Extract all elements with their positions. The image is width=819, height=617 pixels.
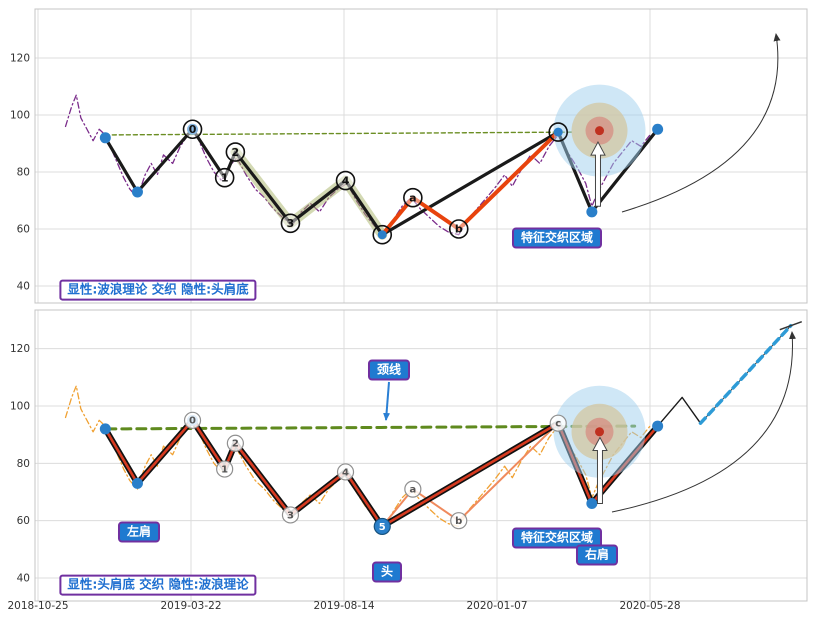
target-bullseye bbox=[595, 126, 605, 136]
wave-label-text: 1 bbox=[221, 171, 229, 184]
wave-label-ring bbox=[404, 480, 422, 498]
pivot-dot bbox=[652, 123, 664, 135]
top-feature-zone-label: 特征交织区域 bbox=[511, 227, 603, 249]
wave-label-ring bbox=[183, 411, 202, 429]
pivot-dot bbox=[187, 123, 199, 135]
pivot-dot bbox=[131, 186, 143, 198]
left-shoulder-label: 左肩 bbox=[117, 521, 161, 543]
wave-label-text: a bbox=[409, 191, 416, 204]
wave-label-ring bbox=[214, 167, 235, 188]
projection-curve-arrow bbox=[621, 33, 781, 213]
wave-label-text: 2 bbox=[232, 439, 239, 450]
pivot-dot bbox=[586, 206, 598, 218]
head-label: 头 bbox=[371, 561, 403, 583]
pivot-dot bbox=[586, 497, 598, 509]
wave-label-text: 4 bbox=[342, 174, 350, 187]
wave-label-ring bbox=[281, 506, 300, 524]
wave-label-text: 4 bbox=[342, 467, 349, 478]
target-projection-dashed bbox=[698, 323, 793, 425]
bottom-panel-caption: 显性:头肩底 交织 隐性:波浪理论 bbox=[59, 574, 257, 596]
wave-label-ring bbox=[335, 170, 356, 191]
wave-label-text: 0 bbox=[189, 123, 197, 136]
target-cap-tick bbox=[779, 321, 803, 331]
x-tick-label: 2020-01-07 bbox=[466, 600, 527, 612]
neckline-pointer-arrow bbox=[383, 381, 391, 421]
post-breakout-line bbox=[656, 396, 702, 427]
wave-pivot-dot bbox=[553, 127, 563, 137]
wave-label-ring bbox=[372, 224, 393, 245]
wave-label-text: 3 bbox=[287, 217, 295, 230]
y-tick-label: 80 bbox=[17, 167, 30, 179]
y-tick-label: 100 bbox=[10, 110, 30, 122]
panel-border bbox=[34, 309, 808, 602]
y-tick-label: 120 bbox=[10, 343, 30, 355]
neckline-label: 颈线 bbox=[367, 359, 411, 381]
wave-pivot-dot bbox=[377, 230, 387, 240]
target-bullseye bbox=[595, 427, 605, 437]
pivot-dot bbox=[131, 477, 143, 489]
wave-label-ring bbox=[549, 414, 567, 432]
wave-label-ring bbox=[373, 517, 391, 536]
wave-label-text: b bbox=[455, 223, 463, 236]
price-line bbox=[64, 385, 651, 528]
bottom-feature-zone-label: 特征交织区域 bbox=[511, 527, 603, 549]
wave-label-ring bbox=[225, 142, 246, 162]
wave-label-text: 1 bbox=[221, 464, 228, 475]
wave-label-text: b bbox=[455, 516, 462, 527]
panel-border bbox=[34, 8, 808, 304]
wave-label-text: 3 bbox=[287, 510, 294, 521]
wave-label-ring bbox=[548, 122, 569, 142]
pivot-dot bbox=[99, 423, 111, 435]
bottom-panel: 40 60 80 100 120 0 1 2 3 4 5 a b c bbox=[10, 309, 808, 602]
top-panel-caption: 显性:波浪理论 交织 隐性:头肩底 bbox=[59, 279, 257, 301]
wave-label-text: a bbox=[409, 485, 416, 496]
x-tick-label: 2019-03-22 bbox=[160, 600, 221, 612]
wave-label-ring bbox=[336, 463, 355, 481]
pivot-dot bbox=[99, 132, 111, 144]
y-tick-label: 60 bbox=[17, 224, 30, 236]
wave-label-ring bbox=[216, 460, 234, 478]
top-panel: 40 60 80 100 120 0 12 3 4 a b bbox=[10, 8, 808, 304]
y-tick-label: 120 bbox=[10, 53, 30, 65]
y-tick-label: 60 bbox=[17, 515, 30, 527]
projection-curve-arrow bbox=[611, 331, 796, 513]
y-tick-label: 100 bbox=[10, 401, 30, 413]
breakout-arrow bbox=[590, 141, 606, 207]
breakout-arrow bbox=[592, 436, 608, 504]
x-tick-label: 2020-05-28 bbox=[619, 600, 680, 612]
right-shoulder-label: 右肩 bbox=[575, 544, 619, 566]
wave-band-highlight bbox=[230, 147, 388, 240]
wave-label-ring bbox=[182, 119, 203, 140]
abc-correction-line bbox=[380, 130, 561, 237]
wave-label-text: 2 bbox=[232, 146, 240, 159]
y-tick-label: 40 bbox=[17, 573, 30, 585]
x-tick-label: 2018-10-25 bbox=[7, 600, 68, 612]
wave-label-ring bbox=[226, 434, 244, 452]
wave-label-ring bbox=[450, 512, 468, 530]
wave-label-text: 5 bbox=[379, 522, 386, 533]
wave-label-ring bbox=[403, 187, 423, 208]
x-tick-label: 2019-08-14 bbox=[313, 600, 374, 612]
y-tick-label: 80 bbox=[17, 458, 30, 470]
wave-label-ring bbox=[280, 213, 301, 234]
wave-label-text: c bbox=[555, 419, 561, 430]
abc-correction-thin bbox=[381, 422, 560, 528]
y-tick-label: 40 bbox=[17, 281, 30, 293]
pivot-dot bbox=[652, 420, 664, 432]
wave-label-text: 0 bbox=[189, 416, 196, 427]
wave-label-ring bbox=[448, 219, 469, 239]
trendline-dashed bbox=[104, 131, 575, 136]
